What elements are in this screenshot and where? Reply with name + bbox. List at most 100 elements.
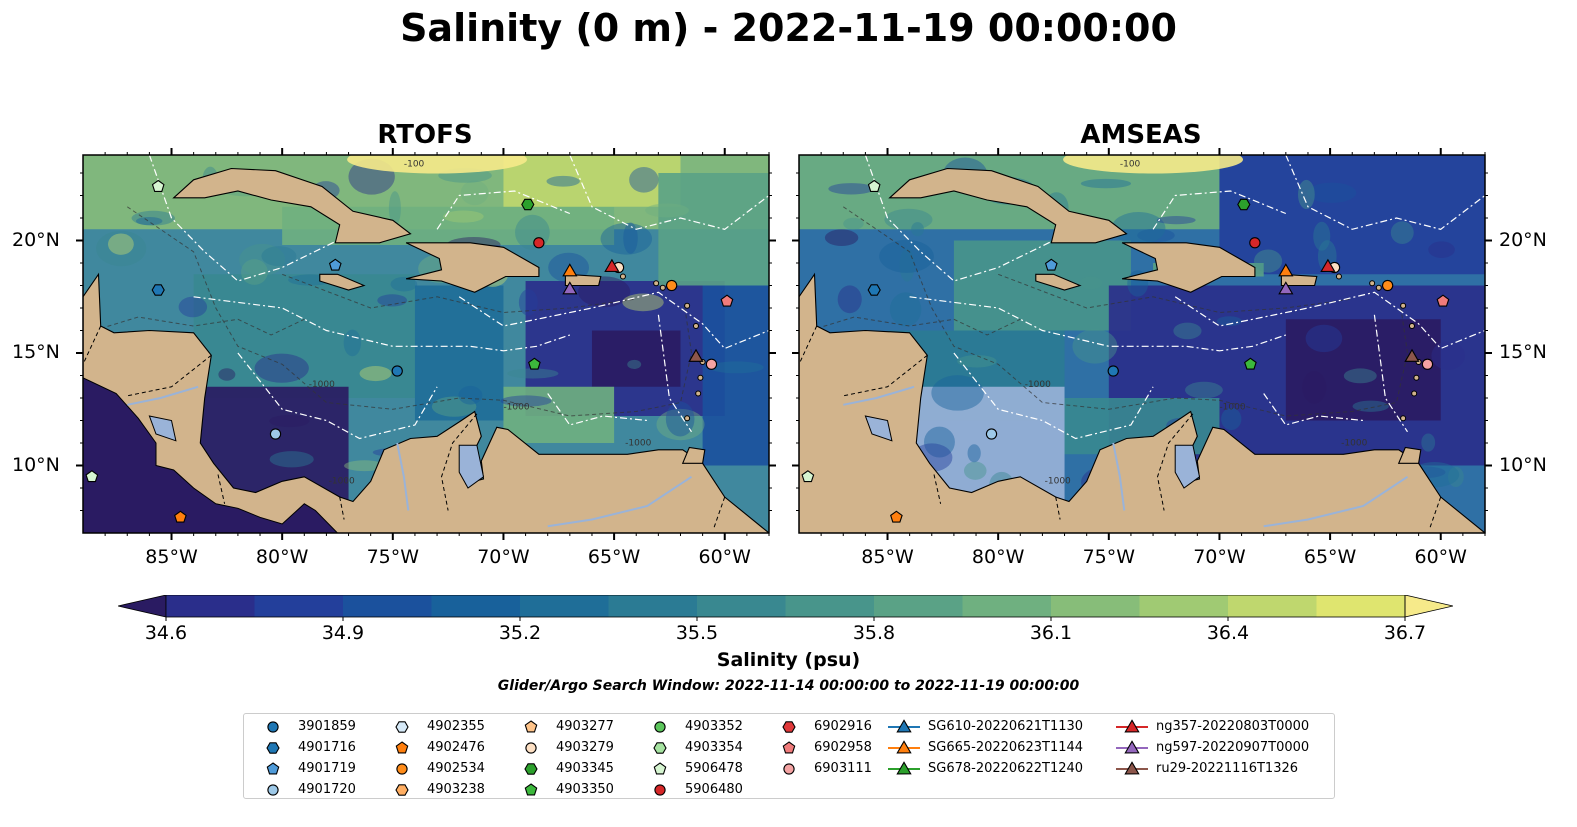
triangle-legend-icon	[888, 740, 920, 754]
legend-label: 4902534	[427, 761, 485, 776]
salinity-eddy	[359, 365, 392, 382]
map-body: -100 -1000 -1000 -1000 -1000	[799, 155, 1485, 533]
float-marker	[524, 720, 538, 733]
salinity-eddy	[665, 401, 695, 437]
colorbar	[118, 595, 1453, 621]
depth-contour	[127, 206, 693, 417]
salinity-eddy	[656, 408, 705, 441]
landmass	[1280, 273, 1318, 287]
salinity-eddy	[347, 155, 528, 174]
glider-marker	[1124, 740, 1140, 754]
salinity-eddy	[911, 222, 924, 237]
depth-contour	[809, 316, 1021, 336]
salinity-eddy	[1297, 179, 1315, 210]
salinity-eddy	[1080, 178, 1131, 189]
pacific-ocean	[83, 377, 339, 533]
colorbar-segment	[1051, 595, 1141, 617]
lat-tick-label: 10°N	[12, 453, 60, 476]
legend-label: 4903277	[556, 719, 614, 734]
colorbar-segment	[785, 595, 875, 617]
island	[1400, 415, 1407, 422]
salinity-eddy	[135, 216, 163, 226]
salinity-eddy	[899, 248, 915, 282]
island	[695, 390, 702, 397]
triangle-legend-icon	[1116, 740, 1148, 754]
axis-ticks	[792, 148, 1492, 540]
depth-contour-label: -100	[404, 159, 425, 169]
salinity-eddy	[218, 368, 236, 381]
legend-label: 4903238	[427, 782, 485, 797]
legend-label: 6902916	[814, 719, 872, 734]
float-marker	[395, 721, 409, 733]
salinity-eddy	[254, 353, 309, 383]
float-marker	[266, 762, 280, 775]
salinity-eddy	[269, 451, 314, 468]
salinity-eddy	[518, 289, 538, 316]
river	[547, 475, 693, 528]
colorbar-segment	[874, 595, 964, 617]
salinity-eddy	[1305, 324, 1343, 353]
legend-label: ng597-20220907T0000	[1156, 740, 1310, 755]
salinity-eddy	[431, 396, 477, 417]
salinity-patch	[702, 285, 769, 466]
hexagon-legend-icon	[395, 784, 409, 796]
float-marker	[782, 721, 796, 733]
landmass	[172, 167, 412, 244]
eez-boundary	[1263, 393, 1364, 426]
circle-legend-icon	[396, 763, 408, 775]
eez-boundary	[547, 393, 648, 426]
island	[1411, 390, 1418, 397]
float-marker	[174, 510, 187, 523]
salinity-eddy	[879, 239, 934, 273]
salinity-eddy	[923, 426, 955, 458]
circle-legend-icon	[267, 721, 279, 733]
salinity-eddy	[1216, 316, 1242, 326]
legend-label: 4903279	[556, 740, 614, 755]
salinity-patch	[193, 274, 415, 398]
salinity-eddy	[239, 243, 286, 276]
glider-marker	[896, 740, 912, 754]
salinity-eddy	[1431, 341, 1466, 371]
eez-boundary	[909, 296, 1286, 352]
lake-nicaragua	[148, 415, 177, 442]
legend-label: 5906478	[685, 761, 743, 776]
float-marker	[328, 258, 342, 271]
lon-tick-label: 80°W	[255, 546, 309, 568]
salinity-eddy	[1253, 249, 1283, 273]
eez-boundary	[1152, 190, 1287, 230]
river	[1263, 475, 1409, 528]
depth-contour	[282, 273, 637, 314]
lat-tick-label: 15°N	[1499, 341, 1547, 363]
island	[1413, 374, 1420, 381]
salinity-patch	[591, 330, 681, 387]
salinity-eddy	[843, 217, 864, 230]
salinity-eddy	[1448, 466, 1464, 487]
lon-tick-label: 85°W	[145, 546, 198, 568]
colorbar-tick-label: 34.9	[321, 622, 365, 644]
legend-label: 4902476	[427, 740, 485, 755]
colorbar-extend-high	[1404, 595, 1453, 618]
salinity-eddy	[627, 359, 642, 369]
float-marker	[528, 357, 541, 370]
salinity-eddy	[1428, 241, 1455, 258]
eez-boundary	[237, 352, 438, 440]
float-marker	[1044, 258, 1058, 271]
panel-title-amseas: AMSEAS	[1080, 120, 1202, 150]
salinity-eddy	[1111, 212, 1166, 245]
colorbar-extend-low	[118, 595, 167, 618]
island	[1335, 273, 1342, 280]
float-marker	[654, 784, 666, 796]
map-panel-amseas: -100 -1000 -1000 -1000 -1000	[792, 148, 1492, 540]
salinity-eddy	[1185, 381, 1223, 399]
salinity-eddy	[1390, 221, 1414, 244]
colorbar-tick-label: 35.5	[675, 622, 719, 644]
legend-label: 6903111	[814, 761, 872, 776]
search-window-text: Glider/Argo Search Window: 2022-11-14 00…	[497, 678, 1080, 694]
lake-maracaibo	[1174, 444, 1201, 489]
country-border	[1055, 496, 1061, 520]
colorbar-segment	[520, 595, 610, 617]
triangle-legend-icon	[1116, 761, 1148, 775]
triangle-legend-icon	[888, 761, 920, 775]
lat-tick-label: 15°N	[12, 341, 60, 363]
legend-label: SG665-20220623T1144	[928, 740, 1084, 755]
